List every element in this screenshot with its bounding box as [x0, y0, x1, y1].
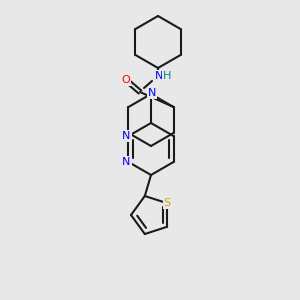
Text: O: O [122, 75, 130, 85]
Text: H: H [163, 71, 171, 81]
Text: N: N [122, 131, 131, 141]
Text: N: N [148, 88, 156, 98]
Text: S: S [164, 198, 171, 208]
Text: N: N [155, 71, 163, 81]
Text: N: N [122, 157, 131, 167]
